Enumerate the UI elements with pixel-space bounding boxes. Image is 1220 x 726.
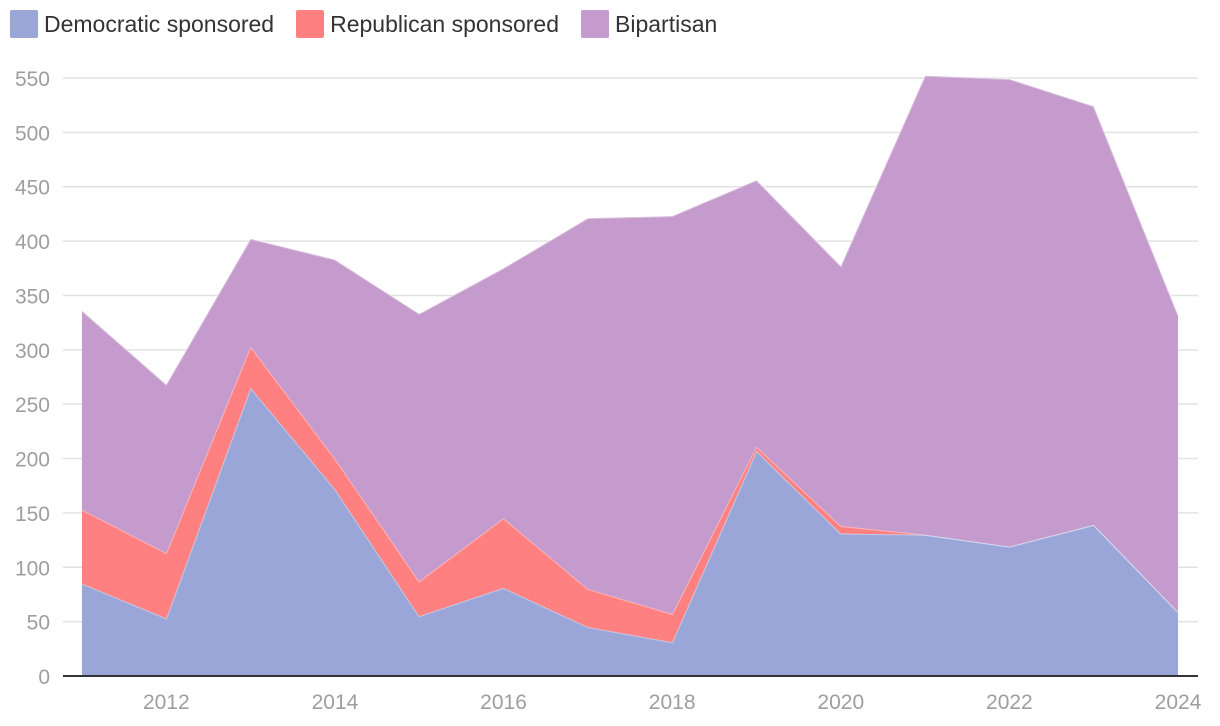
y-tick-label: 50 — [27, 612, 50, 635]
y-tick-label: 0 — [38, 666, 50, 689]
y-tick-label: 400 — [15, 231, 50, 254]
series-area-bipartisan[interactable] — [82, 75, 1178, 615]
legend-label-republican: Republican sponsored — [330, 10, 559, 37]
legend-item-republican[interactable]: Republican sponsored — [296, 10, 559, 38]
legend-label-democratic: Democratic sponsored — [44, 10, 275, 37]
y-tick-label: 150 — [15, 503, 50, 526]
legend-label-bipartisan: Bipartisan — [615, 10, 718, 37]
legend-swatch-democratic — [10, 10, 38, 38]
x-tick-label: 2012 — [143, 691, 190, 714]
x-tick-label: 2022 — [986, 691, 1033, 714]
y-tick-label: 200 — [15, 449, 50, 472]
y-tick-label: 550 — [15, 68, 50, 91]
legend: Democratic sponsored Republican sponsore… — [10, 10, 739, 38]
legend-swatch-bipartisan — [581, 10, 609, 38]
axis-layer: 0 50 100 150 200 250 300 350 400 450 500 550 2012 201… — [15, 68, 1202, 714]
y-tick-label: 250 — [15, 394, 50, 417]
area-layer — [81, 74, 1179, 676]
x-tick-label: 2016 — [480, 691, 527, 714]
y-tick-label: 500 — [15, 122, 50, 145]
x-tick-label: 2024 — [1155, 691, 1202, 714]
legend-item-democratic[interactable]: Democratic sponsored — [10, 10, 274, 38]
y-tick-label: 300 — [15, 340, 50, 363]
legend-swatch-republican — [296, 10, 325, 38]
y-tick-label: 350 — [15, 285, 50, 308]
y-tick-label: 450 — [15, 177, 50, 200]
y-tick-label: 100 — [15, 557, 50, 580]
x-tick-label: 2014 — [312, 691, 359, 714]
legend-item-bipartisan[interactable]: Bipartisan — [581, 10, 717, 38]
series-edge-bipartisan — [81, 74, 1179, 387]
series-area-democratic-sponsored[interactable] — [82, 387, 1178, 676]
x-tick-label: 2018 — [649, 691, 696, 714]
x-tick-label: 2020 — [817, 691, 864, 714]
